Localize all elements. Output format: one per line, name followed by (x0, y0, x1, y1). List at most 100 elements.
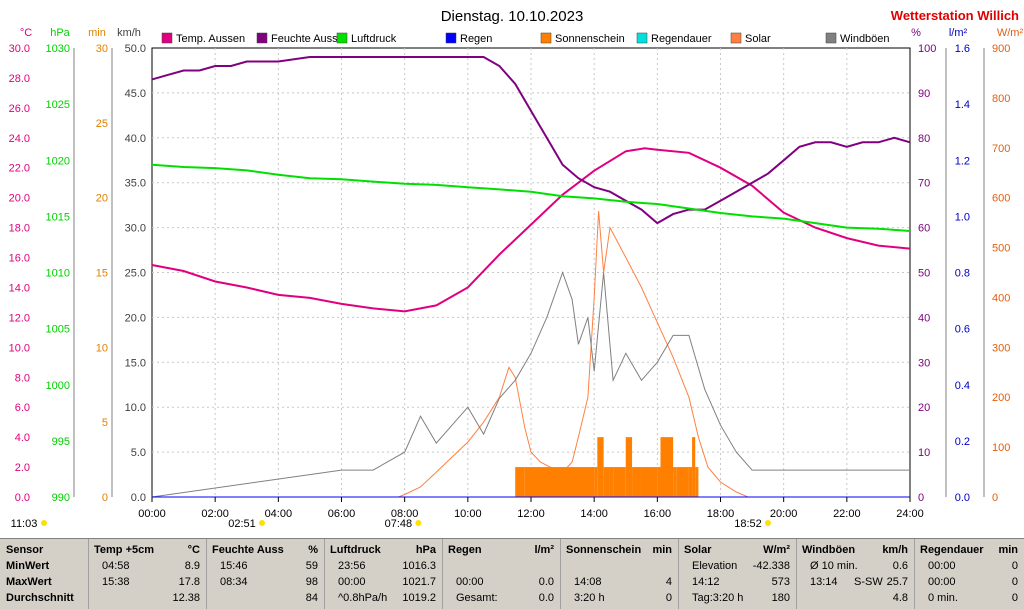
legend-label: Windböen (840, 33, 890, 45)
series-bar-sonnenschein (657, 467, 661, 497)
series-bar-sonnenschein (603, 467, 610, 497)
axis-tick-label-kmh: 25.0 (125, 268, 146, 280)
stats-cell-a: 08:34 (220, 576, 248, 588)
axis-tick-label-kmh: 0.0 (131, 492, 146, 504)
stats-unit: min (652, 544, 672, 556)
axis-tick-label-hpa: 995 (52, 436, 70, 448)
axis-tick-label-lm2: 1.0 (955, 211, 970, 223)
axis-tick-label-hpa: 1000 (46, 380, 70, 392)
axis-tick-label-hpa: 1015 (46, 211, 70, 223)
stats-row: 00:00 0 (914, 574, 1024, 590)
series-line-feuchte-auss (151, 56, 911, 225)
legend-label: Temp. Aussen (176, 33, 245, 45)
stats-cell-a: 00:00 (928, 560, 956, 572)
stats-section: Windböen km/h Ø 10 min. 0.6 13:14 S-SW 25.7 4.8 (796, 539, 915, 609)
stats-cell-b: 0 (1011, 576, 1018, 588)
stats-title: Sonnenschein (566, 544, 642, 556)
legend-label: Luftdruck (351, 33, 397, 45)
stats-cell-b: 0 (1011, 592, 1018, 604)
stats-row: ^0.8hPa/h 1019.2 (324, 590, 442, 606)
x-tick-label: 02:00 (201, 508, 229, 520)
stats-title: Windböen (802, 544, 856, 556)
stats-cell-b: 4 (665, 576, 672, 588)
axis-tick-label-temp: 20.0 (9, 193, 30, 205)
x-tick-label: 04:00 (265, 508, 293, 520)
stats-cell-a: 15:38 (102, 576, 130, 588)
stats-cell-b: 4.8 (892, 592, 908, 604)
axis-tick-label-wm2: 700 (992, 143, 1010, 155)
axis-tick-label-hpa: 1025 (46, 99, 70, 111)
stats-section: Sonnenschein min 14:08 4 3:20 h 0 (560, 539, 679, 609)
stats-cell-c: S-SW (854, 576, 883, 588)
stats-row: 14:12 573 (678, 574, 796, 590)
axis-unit-temp: °C (20, 27, 32, 39)
legend-swatch (540, 32, 552, 44)
series-bar-sonnenschein (692, 437, 696, 497)
stats-title: Regendauer (920, 544, 984, 556)
axis-tick-label-wm2: 100 (992, 442, 1010, 454)
axis-tick-label-hpa: 1010 (46, 268, 70, 280)
axis-tick-label-temp: 2.0 (15, 462, 30, 474)
sun-marker-icon (764, 520, 771, 526)
grid (151, 47, 911, 498)
stats-unit: l/m² (534, 544, 554, 556)
axis-tick-label-pct: 60 (918, 223, 930, 235)
sun-marker-icon (415, 520, 422, 526)
stats-section: Regen l/m² 00:00 0.0 Gesamt: 0.0 (442, 539, 561, 609)
legend-swatch (445, 32, 457, 44)
stats-header: Luftdruck hPa (324, 542, 442, 558)
stats-header: Solar W/m² (678, 542, 796, 558)
x-tick-label: 00:00 (138, 508, 166, 520)
axis-tick-label-hpa: 1005 (46, 324, 70, 336)
stats-header: Sensor (0, 542, 88, 558)
stats-row: MinWert (0, 558, 88, 574)
stats-cell-b: 1016.3 (402, 560, 436, 572)
series-bar-sonnenschein (676, 467, 689, 497)
stats-cell-b: 84 (305, 592, 318, 604)
axis-tick-label-min: 15 (96, 268, 108, 280)
stats-cell-a: MaxWert (6, 576, 52, 588)
axis-tick-label-min: 25 (96, 118, 108, 130)
axes: 0.0 2.0 4.0 6.0 8.0 10.0 12.0 14.0 16.0 18.0 20.0 2… (9, 27, 1024, 504)
stats-cell-a: Tag:3:20 h (692, 592, 744, 604)
axis-tick-label-wm2: 200 (992, 392, 1010, 404)
axis-tick-label-pct: 0 (918, 492, 924, 504)
series-line-windb-en (151, 270, 910, 498)
axis-tick-label-min: 20 (96, 193, 108, 205)
legend-label: Solar (745, 33, 771, 45)
stats-unit: W/m² (763, 544, 790, 556)
axis-tick-label-wm2: 800 (992, 93, 1010, 105)
axis-tick-label-min: 5 (102, 417, 108, 429)
stats-section: Feuchte Auss% 15:46 59 08:34 98 84 (206, 539, 325, 609)
stats-row: 04:58 8.9 (88, 558, 206, 574)
axis-tick-label-lm2: 0.0 (955, 492, 970, 504)
axis-tick-label-lm2: 1.2 (955, 155, 970, 167)
stats-cell-a: 13:14 (810, 576, 838, 588)
stats-row: Durchschnitt (0, 590, 88, 606)
axis-tick-label-temp: 30.0 (9, 43, 30, 55)
axis-tick-label-temp: 16.0 (9, 253, 30, 265)
stats-row: Gesamt: 0.0 (442, 590, 560, 606)
series-bar-sonnenschein (688, 467, 693, 497)
stats-cell-b: 0.0 (538, 592, 554, 604)
axis-tick-label-temp: 28.0 (9, 73, 30, 85)
stats-unit: hPa (415, 544, 436, 556)
axis-tick-label-pct: 100 (918, 43, 936, 55)
stats-cell-b: 12.38 (172, 592, 200, 604)
axis-tick-label-pct: 30 (918, 357, 930, 369)
stats-cell-b: 0.0 (538, 576, 554, 588)
legend: Temp. Aussen Feuchte Auss* Luftdruck Regen S… (161, 32, 890, 45)
axis-tick-label-temp: 8.0 (15, 372, 30, 384)
legend-swatch (825, 32, 837, 44)
legend-label: Regendauer (651, 33, 712, 45)
series-bar-sonnenschein (632, 467, 642, 497)
stats-row (560, 558, 678, 574)
stats-table: Sensor MinWert MaxWert Durchschnitt Temp +5c… (0, 538, 1024, 609)
stats-cell-a: 23:56 (338, 560, 366, 572)
axis-tick-label-lm2: 1.4 (955, 99, 970, 111)
axis-tick-label-wm2: 0 (992, 492, 998, 504)
legend-swatch (636, 32, 648, 44)
stats-title: Luftdruck (330, 544, 381, 556)
axis-tick-label-kmh: 45.0 (125, 88, 146, 100)
station-name: Wetterstation Willich (891, 8, 1019, 23)
